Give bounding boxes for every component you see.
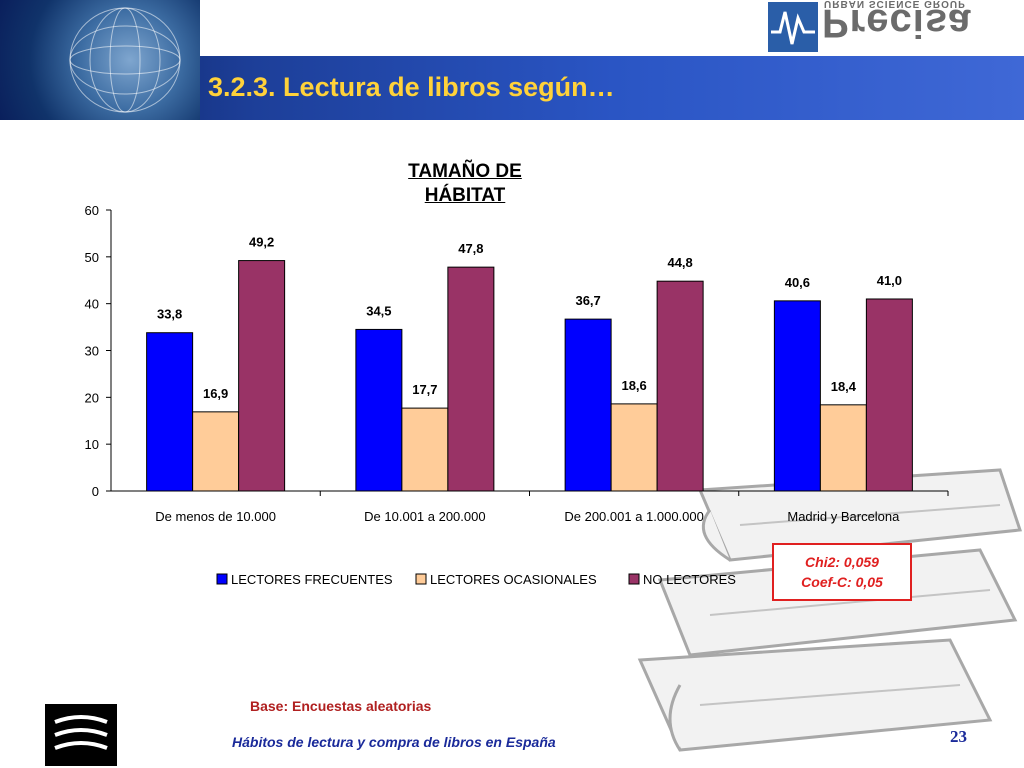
x-tick-label: De menos de 10.000 — [155, 509, 276, 524]
y-tick-label: 0 — [92, 484, 99, 499]
data-label: 49,2 — [249, 235, 274, 250]
x-tick-label: De 10.001 a 200.000 — [364, 509, 485, 524]
bar — [656, 280, 704, 492]
base-note: Base: Encuestas aleatorias — [250, 698, 432, 714]
data-label: 41,0 — [877, 273, 902, 288]
legend-label: LECTORES OCASIONALES — [430, 572, 597, 587]
data-label: 33,8 — [157, 307, 182, 322]
chart-title-line1: TAMAÑO DE — [408, 161, 522, 182]
coef-c-value: Coef-C: 0,05 — [801, 574, 883, 590]
logo-wave-icon — [768, 2, 818, 52]
y-tick-label: 60 — [85, 203, 99, 218]
data-label: 36,7 — [575, 293, 600, 308]
y-tick-label: 30 — [85, 344, 99, 359]
data-label: 44,8 — [667, 255, 692, 270]
bar — [146, 332, 194, 492]
y-tick-label: 20 — [85, 390, 99, 405]
bar — [773, 300, 821, 492]
x-tick-label: Madrid y Barcelona — [787, 509, 900, 524]
chart-title: TAMAÑO DE HÁBITAT — [380, 160, 550, 208]
x-tick-label: De 200.001 a 1.000.000 — [564, 509, 704, 524]
data-label: 47,8 — [458, 241, 483, 256]
bar — [355, 328, 403, 492]
bar — [865, 298, 913, 492]
stats-box: Chi2: 0,059 Coef-C: 0,05 — [772, 543, 912, 601]
legend-swatch — [628, 573, 640, 585]
y-tick-label: 10 — [85, 437, 99, 452]
data-label: 34,5 — [366, 303, 391, 318]
y-tick-label: 40 — [85, 297, 99, 312]
books-illustration-icon — [637, 468, 1023, 752]
legend-swatch — [216, 573, 228, 585]
bar — [238, 260, 286, 492]
slide-title: 3.2.3. Lectura de libros según… — [208, 72, 615, 102]
book-logo-icon — [45, 704, 117, 766]
slide-header: 3.2.3. Lectura de libros según… Precisa … — [0, 0, 1024, 120]
bar — [819, 404, 867, 492]
legend-label: NO LECTORES — [643, 572, 736, 587]
bar — [447, 266, 495, 492]
globe-wireframe-icon — [69, 7, 181, 113]
legend-label: LECTORES FRECUENTES — [231, 572, 393, 587]
bar — [401, 407, 449, 492]
data-label: 17,7 — [412, 382, 437, 397]
footer-title: Hábitos de lectura y compra de libros en… — [232, 734, 556, 750]
y-tick-label: 50 — [85, 250, 99, 265]
data-label: 16,9 — [203, 386, 228, 401]
data-label: 18,4 — [831, 379, 857, 394]
bar — [610, 403, 658, 492]
chi2-value: Chi2: 0,059 — [805, 554, 879, 570]
page-number: 23 — [950, 727, 967, 746]
header-photo — [0, 0, 200, 120]
bar — [564, 318, 612, 492]
data-label: 40,6 — [785, 275, 810, 290]
chart-title-line2: HÁBITAT — [424, 185, 506, 206]
data-label: 18,6 — [621, 378, 646, 393]
bar — [192, 411, 240, 492]
legend-swatch — [415, 573, 427, 585]
